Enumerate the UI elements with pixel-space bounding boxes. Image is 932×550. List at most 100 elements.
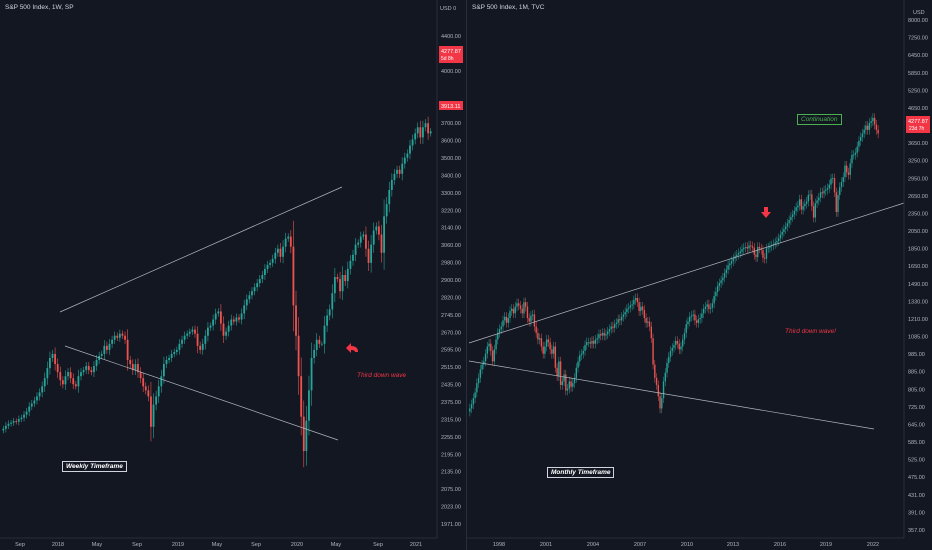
weekly-candle-body — [72, 378, 75, 385]
monthly-candle-body — [584, 345, 586, 351]
monthly-candle-body — [718, 283, 721, 286]
monthly-y-tick-label: 585.00 — [908, 440, 925, 446]
weekly-candle-body — [23, 414, 25, 418]
monthly-candle-body — [603, 332, 605, 336]
weekly-candle-body — [401, 163, 404, 174]
weekly-candle-body — [305, 420, 308, 452]
monthly-candle-body — [687, 321, 689, 325]
continuation-annotation: Continuation — [797, 114, 842, 125]
weekly-candle-body — [274, 252, 277, 259]
weekly-top-price-value: 4277.87 — [441, 49, 461, 55]
weekly-candle-body — [264, 268, 266, 276]
weekly-candle-body — [380, 234, 383, 253]
monthly-candle-body — [744, 246, 747, 248]
monthly-candle-body — [483, 361, 485, 365]
monthly-candle-body — [558, 361, 560, 377]
monthly-candle-body — [486, 346, 489, 354]
weekly-y-tick-label: 2375.00 — [441, 400, 461, 406]
monthly-x-tick-label: 2001 — [540, 542, 552, 548]
monthly-candle-body — [849, 163, 851, 175]
monthly-candle-body — [605, 334, 607, 336]
monthly-lower-trendline[interactable] — [468, 360, 875, 430]
monthly-y-tick-label: 725.00 — [908, 405, 925, 411]
monthly-candle-body — [470, 404, 473, 409]
weekly-candle-body — [209, 325, 212, 328]
monthly-candle-body — [709, 307, 712, 309]
monthly-candle-body — [807, 194, 810, 202]
monthly-y-tick-label: 1330.00 — [908, 299, 928, 305]
weekly-candle-body — [318, 339, 321, 344]
weekly-y-tick-label: 3600.00 — [441, 139, 461, 145]
monthly-candle-body — [779, 234, 782, 239]
weekly-candle-body — [256, 283, 259, 288]
monthly-candle-body — [755, 254, 757, 258]
monthly-y-tick-label: 2350.00 — [908, 211, 928, 217]
weekly-candle-body — [93, 366, 95, 373]
monthly-chart-svg[interactable]: 8000.00 7250.00 6450.00 5850.00 5250.00 4650.… — [467, 0, 932, 550]
down-arrow-icon — [761, 207, 771, 218]
monthly-candle-body — [790, 216, 792, 221]
monthly-x-tick-label: 1998 — [493, 542, 505, 548]
monthly-candle-body — [690, 315, 693, 317]
monthly-candle-body — [706, 304, 708, 307]
weekly-candle-body — [367, 248, 370, 263]
weekly-upper-trendline[interactable] — [59, 186, 343, 313]
monthly-candle-body — [655, 377, 658, 385]
weekly-top-price-sub: 5d 8h — [441, 56, 454, 62]
monthly-candle-body — [757, 246, 759, 258]
weekly-y-tick-label: 4000.00 — [441, 69, 461, 75]
monthly-candle-body — [671, 347, 673, 351]
monthly-candle-body — [781, 231, 783, 235]
monthly-candle-body — [476, 383, 478, 393]
monthly-candle-body — [565, 374, 567, 391]
weekly-candle-body — [225, 331, 227, 336]
monthly-candle-body — [647, 321, 649, 323]
monthly-upper-trendline[interactable] — [468, 202, 905, 344]
monthly-candle-body — [640, 306, 642, 312]
weekly-y-tick-label: 2315.00 — [441, 417, 461, 423]
weekly-x-tick-label: 2020 — [291, 542, 303, 548]
weekly-chart-pane[interactable]: 4400.004000.003800.003700.003600.003500.… — [0, 0, 466, 550]
monthly-candle-body — [722, 277, 724, 281]
monthly-candle-body — [708, 304, 710, 309]
weekly-y-tick-label: 2980.00 — [441, 261, 461, 267]
weekly-candle-body — [67, 372, 69, 377]
monthly-candle-body — [723, 273, 726, 278]
monthly-x-tick-label: 2019 — [820, 542, 832, 548]
monthly-candles — [469, 113, 879, 417]
monthly-candle-body — [502, 320, 504, 327]
weekly-candle-body — [222, 323, 225, 336]
weekly-candle-body — [331, 293, 334, 310]
monthly-candle-body — [474, 392, 476, 399]
monthly-candle-body — [795, 207, 797, 211]
monthly-candle-body — [818, 197, 820, 201]
weekly-candle-body — [69, 372, 72, 379]
weekly-candle-body — [388, 190, 391, 205]
weekly-top-price-badge — [439, 46, 463, 63]
monthly-chart-pane[interactable]: 8000.00 7250.00 6450.00 5850.00 5250.00 4650.… — [466, 0, 932, 550]
monthly-currency-label: USD — [913, 10, 925, 16]
weekly-chart-svg[interactable]: 4400.004000.003800.003700.003600.003500.… — [0, 0, 466, 550]
weekly-y-tick-label: 2515.00 — [441, 365, 461, 371]
monthly-candle-body — [673, 345, 675, 348]
weekly-candle-body — [173, 351, 176, 354]
monthly-timeframe-tag[interactable]: Monthly Timeframe — [547, 467, 615, 478]
weekly-timeframe-tag[interactable]: Weekly Timeframe — [62, 461, 127, 472]
weekly-candle-body — [12, 421, 15, 423]
weekly-candle-body — [170, 353, 173, 358]
monthly-candle-body — [746, 246, 748, 249]
monthly-candle-body — [702, 308, 705, 314]
monthly-candle-body — [793, 210, 796, 215]
monthly-candle-body — [661, 398, 663, 409]
weekly-candle-body — [49, 357, 51, 369]
weekly-candle-body — [204, 335, 207, 344]
weekly-candle-body — [139, 372, 142, 379]
monthly-candle-body — [826, 188, 829, 190]
monthly-chart-title: S&P 500 Index, 1M, TVC — [472, 4, 545, 11]
weekly-candle-body — [74, 384, 77, 387]
monthly-candle-body — [519, 305, 522, 309]
monthly-candle-body — [507, 318, 509, 323]
weekly-lower-trendline[interactable] — [64, 345, 339, 441]
weekly-x-tick-label: 2018 — [52, 542, 64, 548]
monthly-candle-body — [493, 349, 495, 362]
